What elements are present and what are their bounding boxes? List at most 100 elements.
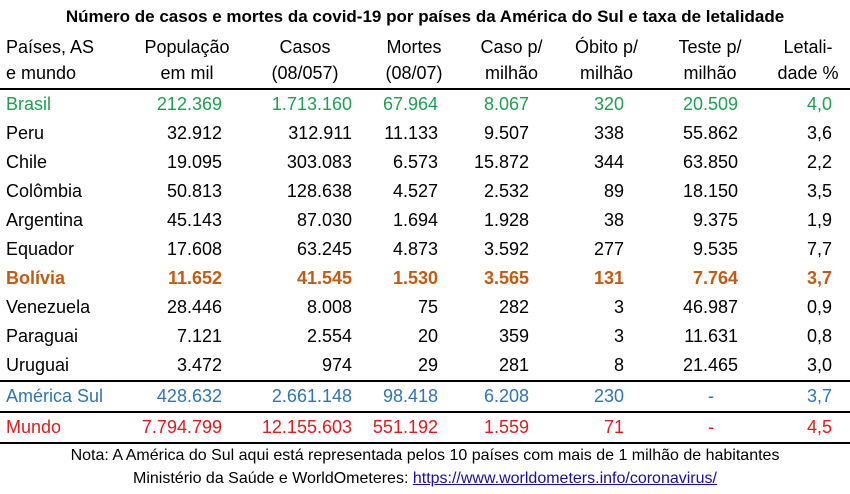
cell-lethality: 4,0 xyxy=(806,94,832,114)
cell-cases-per-million: 281 xyxy=(498,355,529,375)
table-row: Argentina 45.143 87.030 1.694 1.928 38 9.375 1,… xyxy=(0,206,850,235)
cell-cases-per-million: 359 xyxy=(498,326,529,346)
cell-lethality: 3,0 xyxy=(806,355,832,375)
cell-country: Mundo xyxy=(0,411,128,442)
table-row: Peru 32.912 312.911 11.133 9.507 338 55.862 3,6 xyxy=(0,119,850,148)
cell-deaths: 1.530 xyxy=(392,268,438,288)
cell-tests-per-million: 7.764 xyxy=(692,268,738,288)
cell-country: Colômbia xyxy=(6,181,83,201)
cell-cases-per-million: 282 xyxy=(498,297,529,317)
cell-country: Brasil xyxy=(6,94,52,114)
header-tests-per-million: Teste p/milhão xyxy=(654,31,766,90)
cell-deaths-per-million: 38 xyxy=(603,210,624,230)
cell-cases-per-million: 2.532 xyxy=(483,181,529,201)
cell-cases-per-million: 8.067 xyxy=(483,94,529,114)
cell-population: 3.472 xyxy=(176,355,222,375)
cell-deaths-per-million: 320 xyxy=(593,94,624,114)
cell-lethality: 0,8 xyxy=(806,326,832,346)
cell-cases-per-million: 1.928 xyxy=(483,210,529,230)
cell-tests-per-million: 18.150 xyxy=(682,181,738,201)
cell-cases-per-million: 9.507 xyxy=(483,123,529,143)
cell-cases: 12.155.603 xyxy=(246,411,364,442)
cell-tests-per-million: 9.375 xyxy=(692,210,738,230)
cell-deaths: 75 xyxy=(417,297,438,317)
cell-population: 19.095 xyxy=(166,152,222,172)
header-cases-per-million: Caso p/milhão xyxy=(464,31,559,90)
cell-deaths-per-million: 338 xyxy=(593,123,624,143)
cell-deaths-per-million: 277 xyxy=(593,239,624,259)
cell-tests-per-million: - xyxy=(654,411,766,442)
cell-lethality: 3,5 xyxy=(806,181,832,201)
footnote: Nota: A América do Sul aqui está represe… xyxy=(0,442,850,490)
cell-tests-per-million: 46.987 xyxy=(682,297,738,317)
header-cases: Casos (08/057) xyxy=(246,31,364,90)
cell-deaths: 29 xyxy=(417,355,438,375)
cell-deaths-per-million: 344 xyxy=(593,152,624,172)
cell-population: 7.121 xyxy=(176,326,222,346)
cell-cases-per-million: 3.592 xyxy=(483,239,529,259)
cell-tests-per-million: 11.631 xyxy=(684,326,738,346)
cell-tests-per-million: 63.850 xyxy=(682,152,738,172)
cell-deaths-per-million: 71 xyxy=(559,411,654,442)
cell-tests-per-million: 21.465 xyxy=(682,355,738,375)
cell-country: Peru xyxy=(6,123,45,143)
cell-population: 17.608 xyxy=(166,239,222,259)
footnote-line-1: Nota: A América do Sul aqui está represe… xyxy=(70,447,780,464)
cell-cases-per-million: 3.565 xyxy=(483,268,529,288)
cell-population: 11.652 xyxy=(167,268,222,288)
cell-country: Venezuela xyxy=(6,297,91,317)
cell-cases: 2.554 xyxy=(306,326,352,346)
header-row: Países, AS e mundo População em mil Casos(… xyxy=(0,31,850,90)
cell-lethality: 2,2 xyxy=(806,152,832,172)
covid-data-table: Países, AS e mundo População em mil Casos(… xyxy=(0,31,850,442)
cell-lethality: 3,6 xyxy=(806,123,832,143)
cell-population: 45.143 xyxy=(166,210,222,230)
cell-tests-per-million: 20.509 xyxy=(682,94,738,114)
cell-deaths-per-million: 8 xyxy=(613,355,624,375)
cell-deaths-per-million: 89 xyxy=(603,181,624,201)
cell-population: 32.912 xyxy=(166,123,222,143)
cell-deaths: 20 xyxy=(417,326,438,346)
cell-lethality: 7,7 xyxy=(806,239,832,259)
table-row: América Sul 428.632 2.661.148 98.418 6.208 23… xyxy=(0,380,850,412)
table-row: Chile 19.095 303.083 6.573 15.872 344 63.850 2,… xyxy=(0,148,850,177)
table-row: Brasil 212.369 1.713.160 67.964 8.067 320 20.5… xyxy=(0,89,850,119)
cell-tests-per-million: 9.535 xyxy=(692,239,738,259)
cell-cases: 8.008 xyxy=(306,297,352,317)
cell-tests-per-million: 55.862 xyxy=(682,123,738,143)
cell-cases: 974 xyxy=(321,355,352,375)
cell-cases-per-million: 15.872 xyxy=(473,152,529,172)
header-country: Países, AS e mundo xyxy=(0,31,128,90)
cell-deaths: 6.573 xyxy=(392,152,438,172)
source-text: Ministério da Saúde e WorldOmeteres: xyxy=(133,470,413,487)
table-row: Colômbia 50.813 128.638 4.527 2.532 89 18.150 3… xyxy=(0,177,850,206)
cell-lethality: 0,9 xyxy=(806,297,832,317)
table-row: Bolívia 11.652 41.545 1.530 3.565 131 7.764 3,7 xyxy=(0,264,850,293)
cell-deaths: 1.694 xyxy=(392,210,438,230)
cell-deaths: 67.964 xyxy=(382,94,438,114)
cell-deaths: 11.133 xyxy=(384,123,438,143)
table-row: Uruguai 3.472 974 29 281 8 21.465 3,0 xyxy=(0,351,850,381)
table-row: Paraguai 7.121 2.554 20 359 3 11.631 0,8 xyxy=(0,322,850,351)
cell-population: 7.794.799 xyxy=(128,411,246,442)
cell-country: Bolívia xyxy=(6,268,66,288)
cell-country: América Sul xyxy=(0,380,128,412)
cell-lethality: 3,7 xyxy=(806,268,832,288)
cell-population: 428.632 xyxy=(128,380,246,412)
header-deaths-per-million: Óbito p/milhão xyxy=(559,31,654,90)
cell-cases: 63.245 xyxy=(296,239,352,259)
cell-cases: 312.911 xyxy=(288,123,352,143)
source-link[interactable]: https://www.worldometers.info/coronaviru… xyxy=(412,470,717,487)
cell-cases: 1.713.160 xyxy=(271,94,352,114)
cell-cases: 41.545 xyxy=(296,268,352,288)
table-row: Mundo 7.794.799 12.155.603 551.192 1.559 71-4… xyxy=(0,411,850,442)
table-body: Brasil 212.369 1.713.160 67.964 8.067 320 20.5… xyxy=(0,89,850,442)
cell-country: Chile xyxy=(6,152,48,172)
cell-cases: 128.638 xyxy=(286,181,352,201)
header-lethality: Letali-dade % xyxy=(766,31,850,90)
cell-population: 50.813 xyxy=(166,181,222,201)
header-population: População em mil xyxy=(128,31,246,90)
cell-deaths-per-million: 3 xyxy=(613,297,624,317)
cell-cases: 2.661.148 xyxy=(246,380,364,412)
